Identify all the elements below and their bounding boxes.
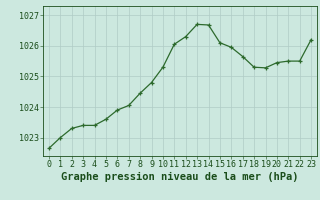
X-axis label: Graphe pression niveau de la mer (hPa): Graphe pression niveau de la mer (hPa) bbox=[61, 172, 299, 182]
